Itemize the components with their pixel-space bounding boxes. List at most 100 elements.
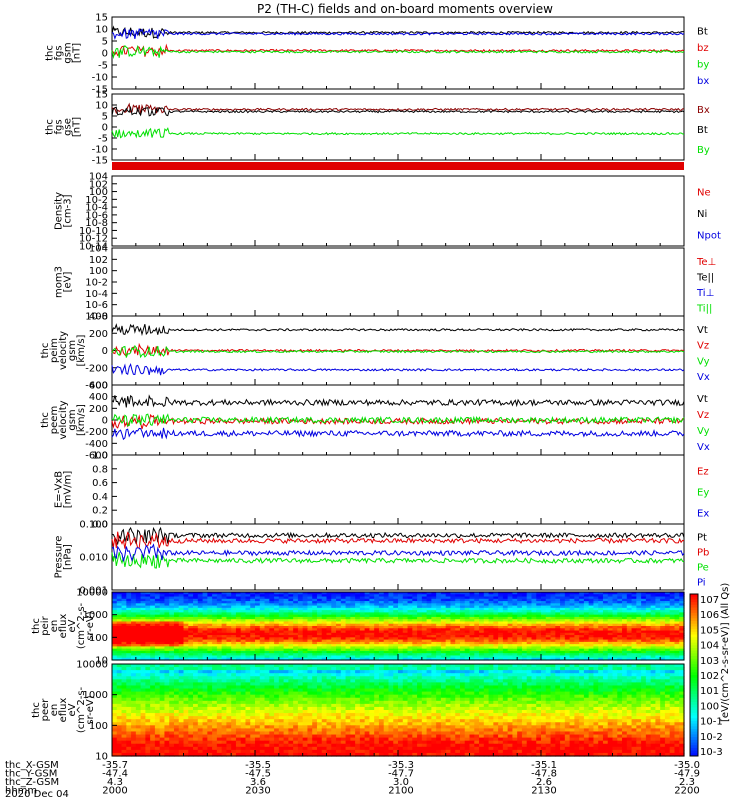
heatmap-cell (641, 616, 647, 620)
heatmap-cell (369, 623, 375, 627)
heatmap-cell (359, 601, 366, 604)
heatmap-cell (302, 667, 309, 671)
ylabel-7-0: E=-VxB (54, 471, 65, 508)
heatmap-cell (126, 667, 132, 671)
heatmap-cell (374, 639, 380, 643)
heatmap-cell (622, 623, 628, 627)
heatmap-cell (569, 653, 575, 657)
heatmap-cell (212, 635, 218, 638)
heatmap-cell (212, 610, 218, 613)
heatmap-cell (545, 621, 552, 625)
heatmap-cell (607, 630, 614, 634)
heatmap-cell (131, 676, 137, 680)
heatmap-cell (126, 619, 132, 623)
heatmap-cell (521, 621, 528, 625)
heatmap-cell (431, 682, 437, 687)
heatmap-cell (622, 598, 628, 602)
legend-Bt: Bt (697, 26, 708, 37)
heatmap-cell (140, 594, 146, 598)
heatmap-cell (459, 619, 466, 623)
heatmap-cell (545, 637, 552, 641)
heatmap-cell (293, 644, 299, 647)
heatmap-cell (255, 612, 261, 616)
heatmap-cell (178, 646, 185, 650)
heatmap-cell (459, 670, 466, 674)
heatmap-cell (131, 635, 137, 638)
heatmap-cell (488, 641, 494, 645)
heatmap-cell (560, 657, 566, 661)
heatmap-cell (212, 667, 218, 671)
heatmap-cell (226, 626, 232, 629)
heatmap-cell (555, 635, 561, 638)
heatmap-cell (617, 653, 623, 657)
heatmap-cell (350, 605, 356, 609)
heatmap-cell (459, 650, 466, 654)
heatmap-cell (364, 637, 370, 641)
heatmap-cell (183, 685, 189, 690)
heatmap-cell (202, 594, 208, 598)
heatmap-cell (140, 673, 146, 677)
heatmap-cell (288, 685, 294, 690)
heatmap-cell (159, 621, 166, 625)
heatmap-cell (459, 635, 466, 638)
heatmap-cell (364, 676, 370, 680)
heatmap-cell (135, 653, 142, 657)
heatmap-cell (126, 612, 132, 616)
heatmap-cell (359, 682, 366, 687)
heatmap-cell (498, 637, 504, 641)
heatmap-cell (622, 607, 628, 611)
heatmap-cell (631, 614, 637, 618)
heatmap-cell (512, 621, 518, 625)
heatmap-cell (355, 594, 361, 598)
heatmap-cell (417, 596, 423, 600)
heatmap-cell (664, 603, 671, 607)
heatmap-cell (398, 635, 404, 638)
heatmap-cell (650, 635, 656, 638)
heatmap-cell (560, 621, 566, 625)
heatmap-cell (159, 603, 166, 607)
heatmap-cell (655, 664, 661, 668)
heatmap-cell (112, 653, 118, 657)
heatmap-cell (235, 626, 242, 629)
heatmap-cell (674, 601, 680, 604)
heatmap-cell (588, 667, 595, 671)
heatmap-cell (564, 637, 571, 641)
heatmap-cell (226, 630, 232, 634)
heatmap-cell (269, 646, 275, 650)
heatmap-cell (679, 630, 685, 634)
heatmap-cell (350, 650, 356, 654)
heatmap-cell (641, 623, 647, 627)
heatmap-cell (622, 630, 628, 634)
heatmap-cell (235, 655, 242, 659)
heatmap-cell (569, 619, 575, 623)
heatmap-cell (502, 626, 509, 629)
heatmap-cell (283, 601, 289, 604)
heatmap-cell (531, 685, 537, 690)
heatmap-cell (417, 619, 423, 623)
ylabel-9-0: thc (31, 618, 42, 634)
heatmap-cell (641, 679, 647, 683)
heatmap-cell (173, 648, 180, 652)
heatmap-cell (545, 601, 552, 604)
heatmap-cell (245, 594, 251, 598)
heatmap-cell (216, 676, 223, 680)
heatmap-cell (431, 612, 437, 616)
heatmap-cell (521, 592, 528, 595)
heatmap-cell (131, 621, 137, 625)
heatmap-cell (164, 616, 170, 620)
heatmap-cell (383, 685, 390, 690)
heatmap-cell (521, 644, 528, 647)
heatmap-cell (340, 596, 347, 600)
heatmap-cell (517, 635, 523, 638)
heatmap-cell (164, 637, 170, 641)
heatmap-cell (607, 601, 614, 604)
heatmap-cell (407, 616, 413, 620)
heatmap-cell (250, 630, 256, 634)
heatmap-cell (679, 626, 685, 629)
heatmap-cell (169, 605, 175, 609)
heatmap-cell (154, 619, 161, 623)
heatmap-cell (550, 594, 556, 598)
heatmap-cell (235, 664, 242, 668)
heatmap-cell (631, 646, 637, 650)
heatmap-cell (464, 670, 471, 674)
